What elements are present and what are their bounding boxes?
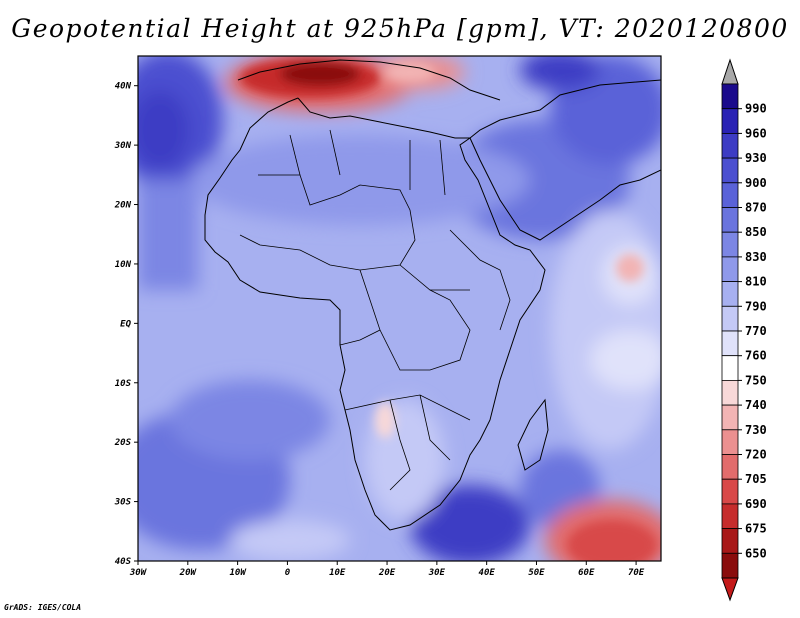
lon-label: 20E (378, 568, 396, 578)
colorbar-swatch (721, 503, 739, 529)
colorbar-label: 850 (745, 225, 767, 239)
colorbar-label: 830 (745, 250, 767, 264)
lon-label: 10W (229, 568, 247, 578)
longitude-axis: 30W 20W 10W 0 10E 20E 30E 40E 50E 60E 70E (129, 561, 645, 578)
lon-label: 60E (578, 568, 595, 578)
colorbar-swatch (721, 231, 739, 258)
colorbar: 990 960 930 900 870 850 830 810 790 770 760 750 740 7… (721, 58, 767, 602)
lon-label: 50E (528, 568, 545, 578)
colorbar-swatch (721, 379, 739, 406)
grads-credit: GrADS: IGES/COLA (4, 603, 82, 612)
colorbar-label: 760 (745, 349, 767, 363)
lat-label: 40S (115, 557, 132, 567)
country-borders (239, 129, 511, 491)
latitude-axis: 40N 30N 20N 10N EQ 10S 20S 30S 40S (114, 82, 138, 567)
lon-label: 20W (179, 568, 198, 578)
colorbar-label: 790 (745, 299, 767, 313)
colorbar-label: 730 (745, 423, 767, 437)
lon-label: 30E (428, 568, 446, 578)
lat-label: 20N (114, 201, 132, 211)
colorbar-label: 960 (745, 126, 767, 140)
lat-label: 30S (114, 498, 132, 508)
colorbar-swatch (721, 454, 739, 480)
colorbar-swatch (721, 157, 739, 184)
lat-label: 20S (114, 438, 132, 448)
lon-label: 10E (329, 568, 346, 578)
colorbar-swatch (721, 132, 739, 159)
colorbar-label: 770 (745, 324, 767, 338)
lon-label: 40E (479, 568, 496, 578)
colorbar-label: 750 (745, 373, 767, 387)
lat-label: 30N (114, 141, 132, 151)
coastlines (204, 59, 661, 531)
colorbar-label: 675 (745, 522, 767, 536)
colorbar-swatch (721, 404, 739, 431)
colorbar-label: 650 (745, 546, 767, 560)
colorbar-label: 740 (745, 398, 767, 412)
lon-label: 70E (628, 568, 645, 578)
colorbar-label: 990 (745, 102, 767, 116)
lat-label: EQ (120, 319, 131, 329)
colorbar-swatch (721, 429, 739, 455)
colorbar-swatch (721, 108, 739, 134)
colorbar-swatch (721, 478, 739, 505)
colorbar-label: 705 (745, 472, 767, 486)
colorbar-label: 870 (745, 201, 767, 215)
lat-label: 10N (115, 260, 132, 270)
lon-label: 0 (285, 568, 291, 578)
lon-label: 30W (129, 568, 148, 578)
colorbar-swatch (721, 256, 739, 282)
colorbar-label: 810 (745, 275, 767, 289)
lat-label: 10S (115, 379, 132, 389)
colorbar-swatch (721, 330, 739, 357)
colorbar-label: 690 (745, 497, 767, 511)
chart-title: Geopotential Height at 925hPa [gpm], VT:… (11, 14, 789, 43)
colorbar-swatch (721, 355, 739, 381)
colorbar-top-arrow (721, 58, 739, 85)
colorbar-label: 720 (745, 448, 767, 462)
map-frame (137, 55, 662, 562)
colorbar-swatch (721, 281, 739, 307)
colorbar-bottom-arrow (721, 577, 739, 602)
height-field (138, 56, 661, 561)
colorbar-swatch (721, 182, 739, 208)
colorbar-swatch (721, 552, 739, 579)
colorbar-swatch (721, 207, 739, 233)
colorbar-swatch (721, 305, 739, 332)
colorbar-label: 900 (745, 176, 767, 190)
lat-label: 40N (115, 82, 132, 92)
colorbar-swatch (721, 83, 739, 110)
colorbar-swatch (721, 528, 739, 554)
colorbar-label: 930 (745, 151, 767, 165)
